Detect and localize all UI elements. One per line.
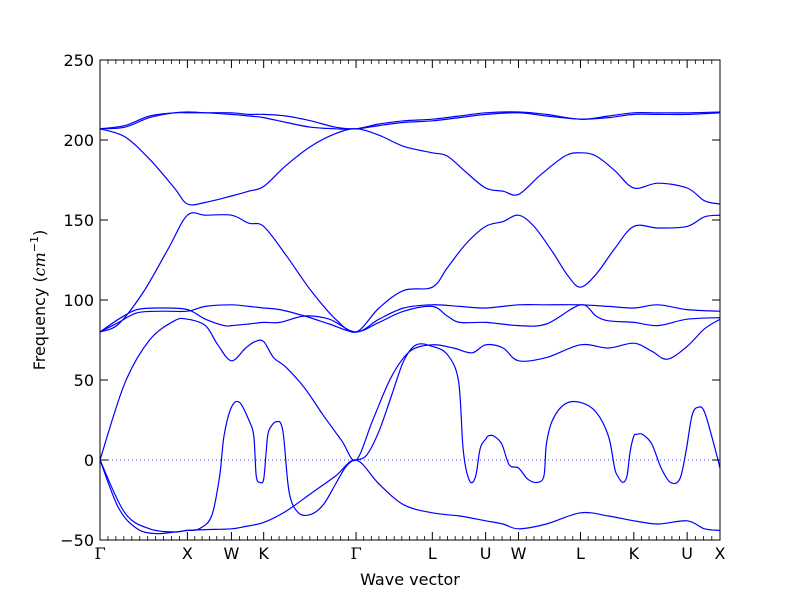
x-axis-label: Wave vector <box>360 570 460 589</box>
x-tick-label: K <box>258 544 269 563</box>
phonon-branch-5 <box>99 304 721 333</box>
y-tick-label: 200 <box>63 131 94 150</box>
plot-frame <box>99 59 721 541</box>
x-tick-label: Γ <box>94 544 105 563</box>
y-axis-label-prefix: Frequency ( <box>30 276 49 370</box>
phonon-branch-7 <box>99 128 721 206</box>
y-tick-label: −50 <box>60 531 94 550</box>
y-axis-label: Frequency (cm−1) <box>28 230 49 371</box>
y-tick-label: 0 <box>84 451 94 470</box>
y-ticks: −50 0 50 100 150 200 250 <box>60 51 720 550</box>
y-tick-label: 250 <box>63 51 94 70</box>
y-axis-label-unit-exponent: −1 <box>28 236 41 252</box>
x-tick-label: W <box>511 544 527 563</box>
phonon-branch-3 <box>99 317 721 462</box>
y-tick-label: 150 <box>63 211 94 230</box>
phonon-branch-6 <box>99 212 721 333</box>
y-tick-label: 100 <box>63 291 94 310</box>
phonon-branch-9 <box>99 111 721 130</box>
plot-background <box>100 60 720 540</box>
x-tick-label: K <box>629 544 640 563</box>
x-tick-label: L <box>576 544 585 563</box>
x-tick-label: U <box>681 544 693 563</box>
x-tick-label: X <box>715 544 726 563</box>
x-tick-label: X <box>182 544 193 563</box>
y-axis-label-suffix: ) <box>30 230 49 236</box>
x-tick-label: Γ <box>351 544 362 563</box>
x-tick-label: L <box>428 544 437 563</box>
x-tick-label: W <box>224 544 240 563</box>
y-tick-label: 50 <box>74 371 94 390</box>
x-tick-label: U <box>480 544 492 563</box>
phonon-branch-8 <box>99 111 721 130</box>
y-axis-label-unit: cm <box>30 252 49 276</box>
series-group <box>99 111 721 535</box>
phonon-branch-2 <box>99 343 721 535</box>
